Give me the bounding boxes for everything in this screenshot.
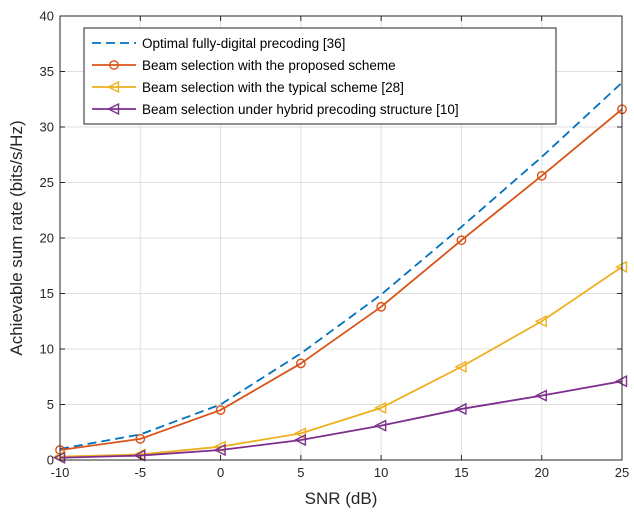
series-line-2 <box>59 266 623 458</box>
data-point-s1-p4 <box>376 301 387 312</box>
legend-marker-3 <box>106 102 120 116</box>
legend-marker-1 <box>109 60 119 70</box>
series-line-0 <box>59 81 623 450</box>
y-tick-label: 25 <box>40 175 54 190</box>
data-point-s3-p3 <box>293 433 307 447</box>
y-tick-label: 5 <box>47 397 54 412</box>
legend-label-2: Beam selection with the typical scheme [… <box>142 80 404 95</box>
data-point-s2-p3 <box>293 427 307 440</box>
series-line-1 <box>59 108 623 451</box>
x-tick-label: 10 <box>374 465 388 480</box>
axis-ticks: -10 -5 0 5 10 15 20 25 0 5 10 15 20 25 30 35 40 <box>40 9 630 481</box>
y-tick-label: 20 <box>40 231 54 246</box>
legend-label-0: Optimal fully-digital precoding [36] <box>142 36 345 51</box>
data-point-s1-p5 <box>456 235 467 246</box>
series-line-3 <box>59 380 623 459</box>
x-tick-label: -10 <box>51 465 70 480</box>
data-point-s3-p6 <box>534 389 547 402</box>
y-tick-label: 40 <box>40 9 54 24</box>
data-point-s1-p2 <box>215 405 226 415</box>
data-point-s1-p6 <box>536 170 547 181</box>
y-tick-label: 0 <box>47 453 54 468</box>
data-point-s1-p3 <box>295 358 306 369</box>
data-point-s2-p6 <box>534 315 547 328</box>
y-tick-label: 10 <box>40 342 54 357</box>
y-tick-label: 35 <box>40 64 54 79</box>
y-tick-label: 30 <box>40 120 54 135</box>
data-point-s2-p5 <box>454 360 467 373</box>
legend-label-1: Beam selection with the proposed scheme <box>142 58 396 73</box>
x-tick-label: 20 <box>534 465 548 480</box>
series-0 <box>59 81 623 450</box>
legend-label-3: Beam selection under hybrid precoding st… <box>142 102 459 117</box>
y-tick-label: 15 <box>40 286 54 301</box>
x-tick-label: 5 <box>297 465 304 480</box>
data-point-s3-p2 <box>213 443 226 457</box>
x-axis-title: SNR (dB) <box>305 489 378 508</box>
legend: Optimal fully-digital precoding [36] Beam… <box>83 27 557 125</box>
y-axis-title: Achievable sum rate (bits/s/Hz) <box>7 120 26 355</box>
x-tick-label: -5 <box>135 465 147 480</box>
data-point-s3-p4 <box>374 419 387 432</box>
x-tick-label: 15 <box>454 465 468 480</box>
data-point-s1-p1 <box>135 434 146 444</box>
legend-box <box>83 27 557 125</box>
data-point-s2-p4 <box>374 401 387 414</box>
legend-marker-2 <box>106 80 120 94</box>
data-point-s3-p5 <box>454 402 467 416</box>
x-tick-label: 25 <box>615 465 629 480</box>
x-tick-label: 0 <box>217 465 224 480</box>
